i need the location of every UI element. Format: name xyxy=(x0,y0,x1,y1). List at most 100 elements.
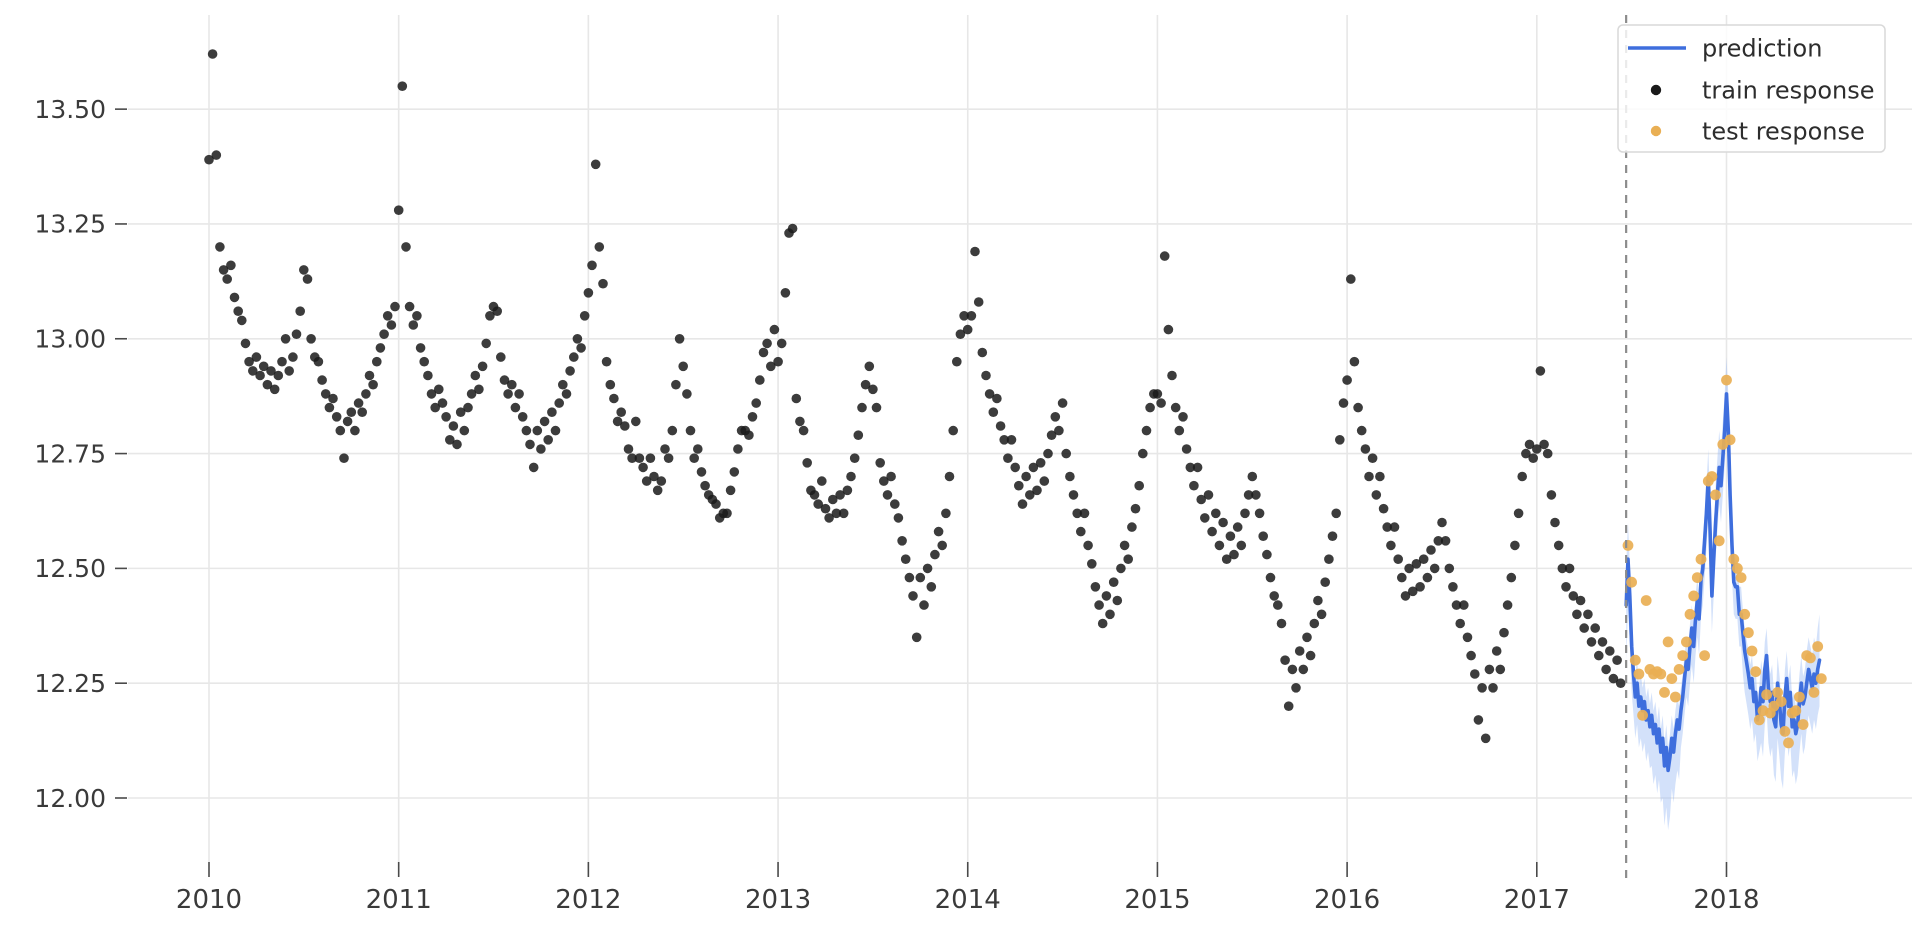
train-point xyxy=(1528,453,1538,464)
train-point xyxy=(1094,600,1104,610)
train-point xyxy=(919,600,929,610)
train-point xyxy=(1236,540,1247,551)
train-point xyxy=(317,375,327,385)
train-point xyxy=(434,384,444,395)
train-point xyxy=(1061,448,1071,459)
train-point xyxy=(1499,627,1509,638)
train-point xyxy=(711,499,721,509)
test-point xyxy=(1815,673,1827,684)
train-point xyxy=(320,389,331,399)
test-point xyxy=(1797,719,1809,730)
x-tick-label: 2015 xyxy=(1124,885,1190,915)
train-point xyxy=(576,343,586,353)
train-point xyxy=(393,205,404,215)
train-point xyxy=(1211,508,1221,519)
train-point xyxy=(1006,435,1017,445)
train-point xyxy=(1579,623,1589,633)
train-point xyxy=(962,324,973,335)
y-tick-label: 13.00 xyxy=(34,325,106,354)
train-point xyxy=(1010,462,1020,473)
train-point xyxy=(459,425,470,436)
train-point xyxy=(1470,669,1480,679)
train-point xyxy=(426,389,437,399)
train-point xyxy=(663,453,674,464)
train-point xyxy=(1506,572,1517,583)
train-point xyxy=(361,389,371,399)
train-point xyxy=(1046,430,1057,441)
train-point xyxy=(514,389,524,399)
train-point xyxy=(437,398,448,408)
train-point xyxy=(944,471,955,482)
train-point xyxy=(1353,402,1363,413)
train-point xyxy=(667,425,678,436)
train-point xyxy=(583,288,594,298)
train-point xyxy=(973,297,984,307)
train-point xyxy=(342,416,353,427)
test-point xyxy=(1677,650,1689,661)
train-point xyxy=(598,278,608,289)
train-point xyxy=(1039,476,1050,486)
train-point xyxy=(1028,462,1039,473)
train-point xyxy=(565,366,575,376)
train-point xyxy=(1553,540,1564,551)
train-point xyxy=(817,476,827,486)
train-point xyxy=(237,315,247,326)
train-point xyxy=(408,320,419,330)
train-point xyxy=(1546,490,1557,500)
train-point xyxy=(324,402,335,413)
train-point xyxy=(445,435,455,445)
train-point xyxy=(499,375,510,385)
train-point xyxy=(1163,324,1174,335)
train-point xyxy=(729,467,740,477)
train-point xyxy=(240,338,251,349)
train-point xyxy=(1207,526,1217,537)
train-point xyxy=(612,416,623,427)
train-point xyxy=(1371,490,1382,500)
train-point xyxy=(248,366,258,376)
train-point xyxy=(1462,632,1473,643)
train-point xyxy=(477,361,488,372)
train-point xyxy=(415,343,426,353)
train-point xyxy=(1418,554,1429,564)
train-point xyxy=(616,407,626,418)
train-point xyxy=(554,398,564,408)
train-point xyxy=(1448,582,1458,592)
test-point xyxy=(1670,691,1681,703)
train-point xyxy=(1349,356,1360,367)
train-point xyxy=(1612,655,1622,665)
train-point xyxy=(904,572,915,583)
train-point xyxy=(835,490,845,500)
train-point xyxy=(1174,425,1185,436)
train-point xyxy=(579,311,590,321)
train-point xyxy=(1575,595,1586,606)
train-point xyxy=(1017,499,1028,509)
train-point xyxy=(492,306,503,317)
train-point xyxy=(266,366,276,376)
train-point xyxy=(773,356,783,367)
train-point xyxy=(379,329,389,340)
train-point xyxy=(258,361,269,372)
train-point xyxy=(1065,471,1075,482)
train-point xyxy=(412,311,422,321)
test-point xyxy=(1629,654,1641,666)
train-point xyxy=(1539,439,1549,450)
train-point xyxy=(1170,402,1181,413)
train-point xyxy=(1127,522,1137,532)
train-point xyxy=(215,242,225,252)
test-point xyxy=(1735,572,1747,583)
train-point xyxy=(890,499,900,509)
train-point xyxy=(536,444,546,454)
test-point xyxy=(1732,563,1743,574)
test-point xyxy=(1688,590,1700,602)
train-point xyxy=(1484,664,1495,675)
train-point xyxy=(1433,536,1444,546)
train-point xyxy=(824,513,834,523)
train-point xyxy=(419,356,430,367)
train-point xyxy=(1243,490,1254,500)
train-point xyxy=(787,223,798,234)
train-point xyxy=(638,462,648,473)
train-point xyxy=(306,334,316,344)
train-point xyxy=(1455,618,1465,629)
train-point xyxy=(397,81,408,91)
